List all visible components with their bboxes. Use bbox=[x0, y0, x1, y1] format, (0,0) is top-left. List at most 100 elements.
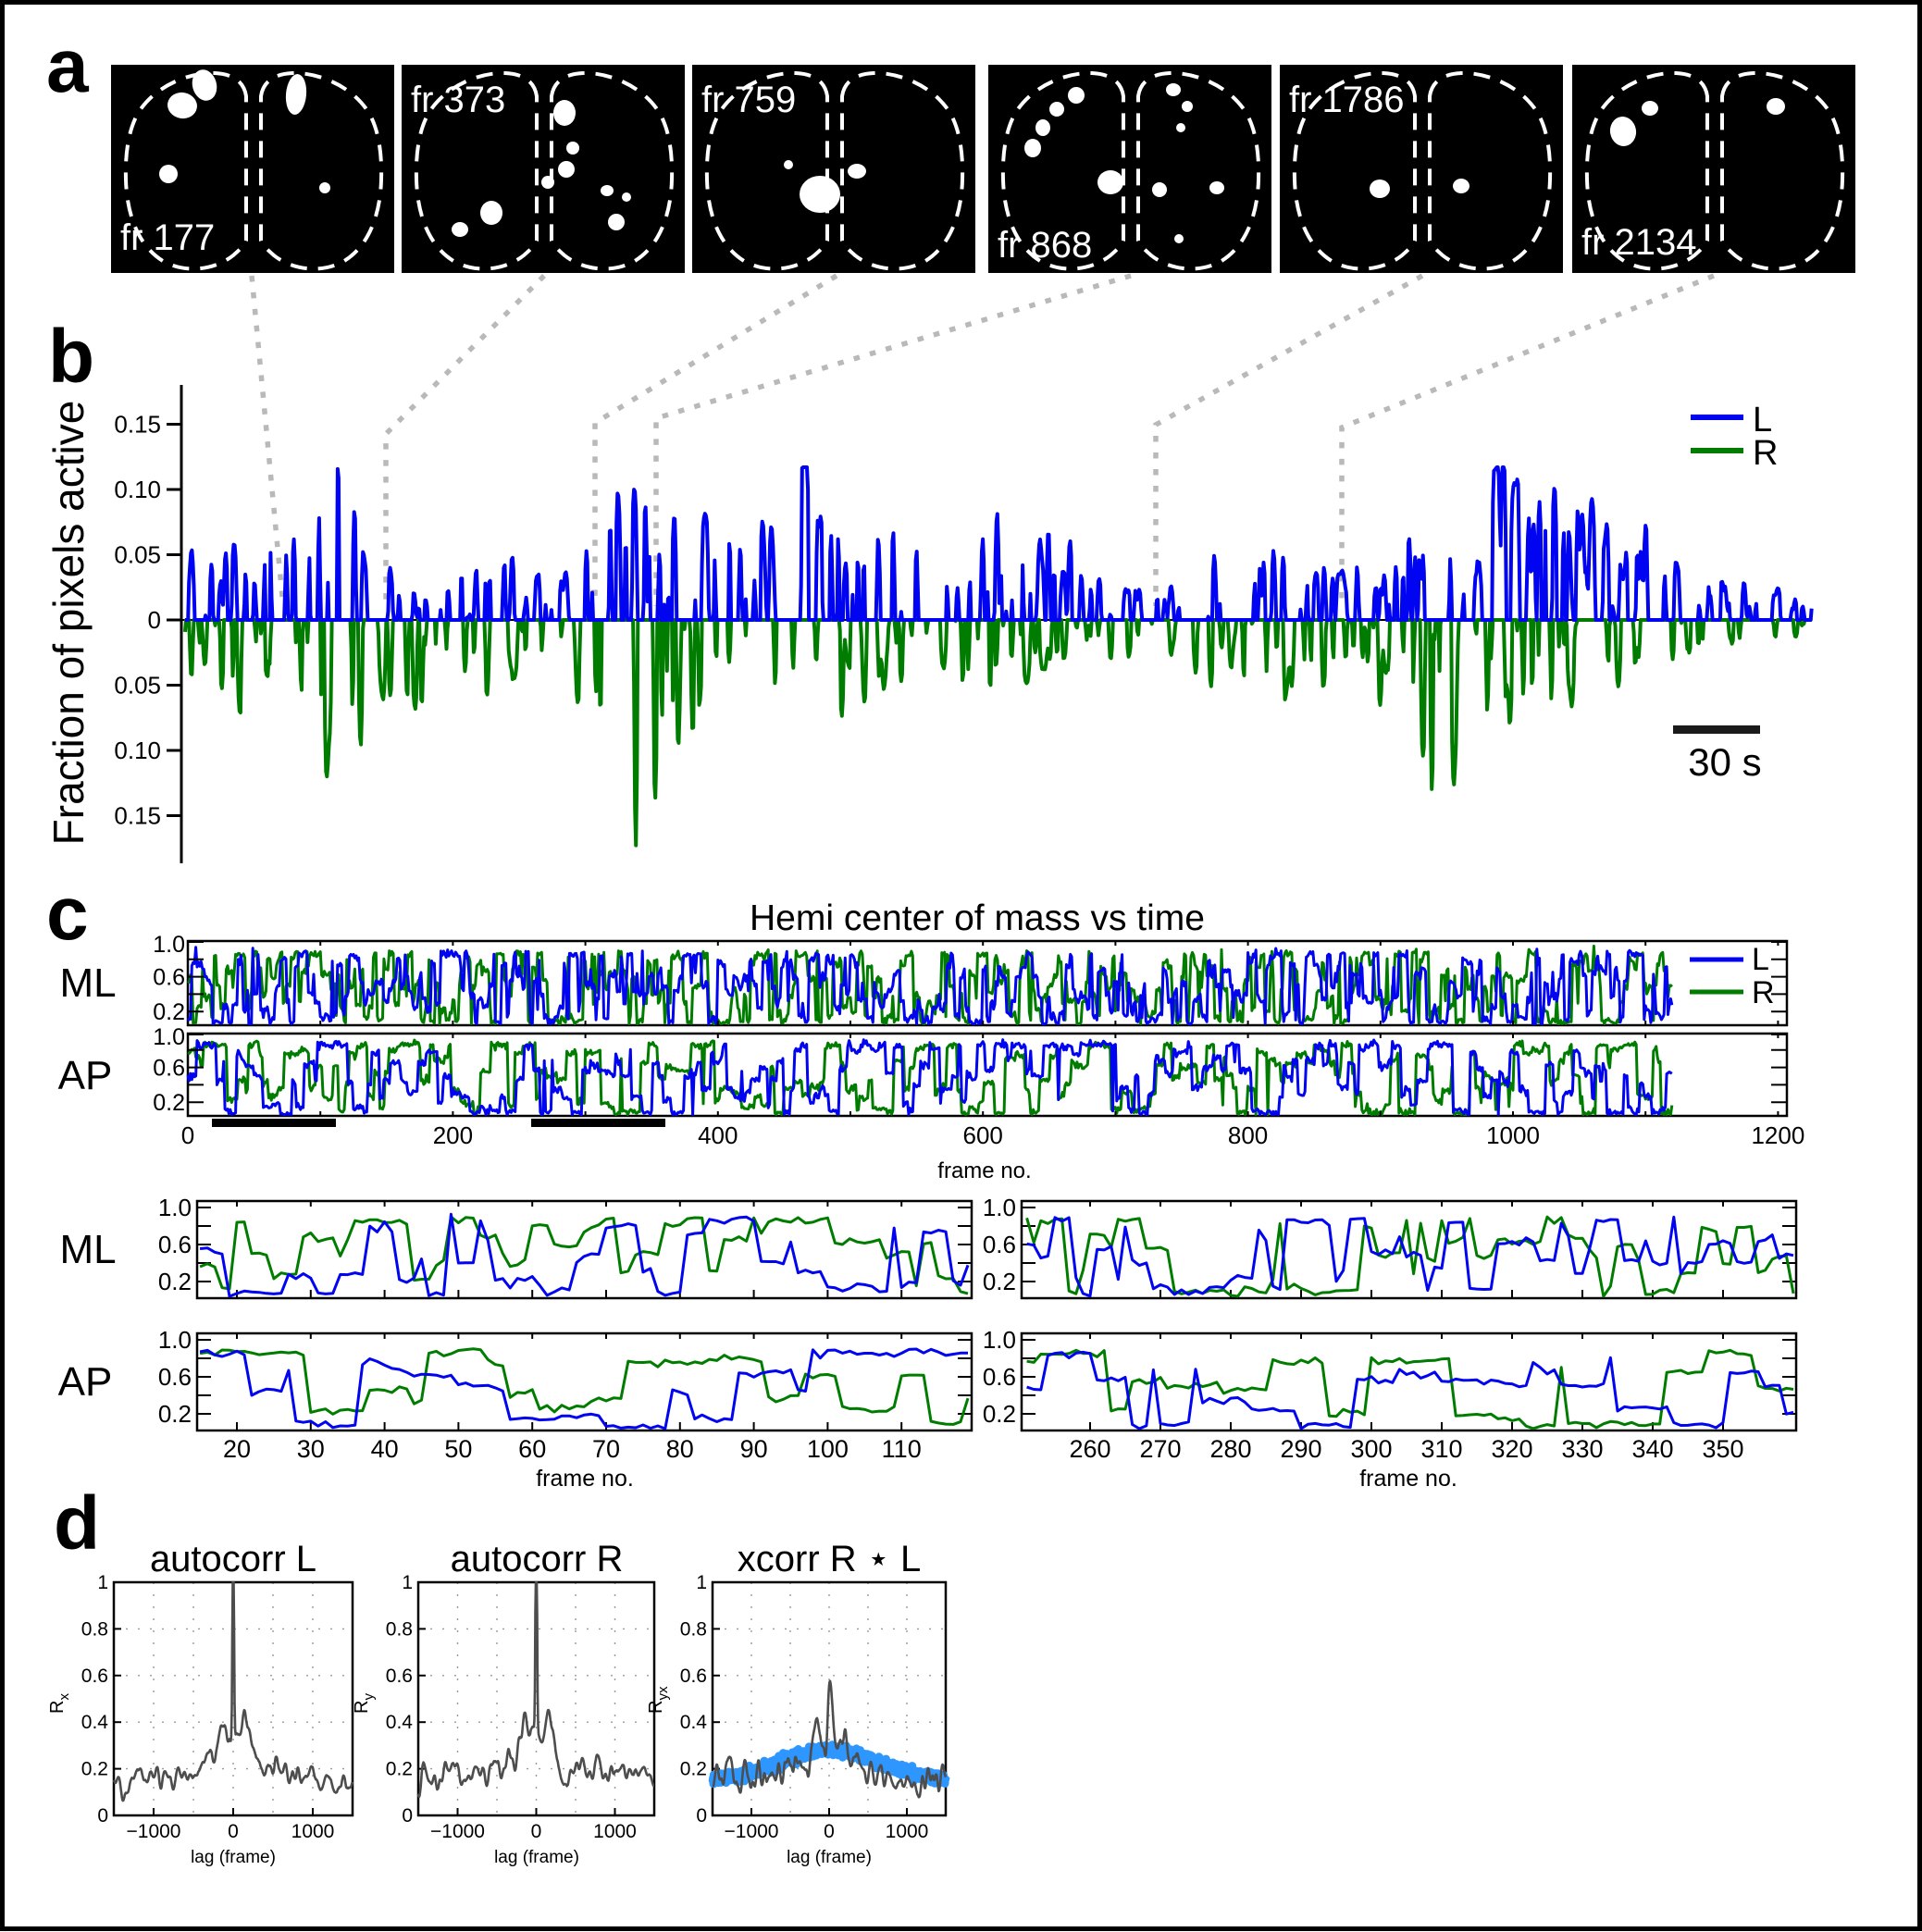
svg-text:autocorr L: autocorr L bbox=[150, 1539, 316, 1579]
svg-text:ML: ML bbox=[59, 960, 116, 1006]
svg-text:autocorr R: autocorr R bbox=[451, 1539, 624, 1579]
svg-text:lag (frame): lag (frame) bbox=[191, 1848, 276, 1867]
svg-text:1.0: 1.0 bbox=[158, 1194, 192, 1221]
svg-text:1: 1 bbox=[696, 1572, 707, 1593]
svg-text:−1000: −1000 bbox=[430, 1821, 485, 1842]
svg-text:0.6: 0.6 bbox=[153, 1056, 185, 1082]
svg-text:fr 868: fr 868 bbox=[998, 225, 1092, 266]
svg-text:300: 300 bbox=[1350, 1435, 1392, 1463]
svg-text:1: 1 bbox=[97, 1572, 108, 1593]
svg-text:0: 0 bbox=[181, 1121, 194, 1149]
svg-text:80: 80 bbox=[666, 1435, 694, 1463]
svg-text:L: L bbox=[1753, 401, 1772, 440]
svg-text:frame no.: frame no. bbox=[937, 1158, 1031, 1183]
svg-text:0: 0 bbox=[97, 1805, 108, 1827]
svg-text:0.4: 0.4 bbox=[81, 1712, 109, 1733]
svg-text:0.4: 0.4 bbox=[386, 1712, 414, 1733]
svg-text:260: 260 bbox=[1069, 1435, 1110, 1463]
svg-text:30: 30 bbox=[297, 1435, 325, 1463]
svg-text:0.8: 0.8 bbox=[680, 1618, 707, 1640]
svg-text:1.0: 1.0 bbox=[158, 1326, 192, 1354]
svg-text:0.15: 0.15 bbox=[114, 802, 161, 830]
svg-text:0: 0 bbox=[531, 1821, 542, 1842]
svg-text:330: 330 bbox=[1561, 1435, 1603, 1463]
svg-text:0.15: 0.15 bbox=[114, 411, 161, 439]
svg-text:c: c bbox=[46, 872, 89, 956]
svg-text:1000: 1000 bbox=[886, 1821, 929, 1842]
svg-text:0.6: 0.6 bbox=[680, 1666, 707, 1687]
svg-text:0.2: 0.2 bbox=[680, 1759, 707, 1780]
svg-text:Fraction of pixels active: Fraction of pixels active bbox=[44, 401, 93, 846]
svg-text:0.6: 0.6 bbox=[158, 1231, 192, 1258]
svg-text:340: 340 bbox=[1631, 1435, 1673, 1463]
svg-text:1000: 1000 bbox=[1486, 1121, 1540, 1149]
svg-text:0.6: 0.6 bbox=[81, 1666, 108, 1687]
svg-text:1.0: 1.0 bbox=[153, 1024, 185, 1050]
svg-text:AP: AP bbox=[58, 1053, 113, 1098]
svg-text:90: 90 bbox=[740, 1435, 768, 1463]
svg-text:fr 2134: fr 2134 bbox=[1581, 222, 1697, 263]
svg-text:fr 177: fr 177 bbox=[120, 217, 215, 258]
svg-text:0.2: 0.2 bbox=[158, 1268, 192, 1295]
svg-text:600: 600 bbox=[963, 1121, 1003, 1149]
svg-text:30 s: 30 s bbox=[1688, 740, 1761, 784]
svg-text:0.2: 0.2 bbox=[153, 999, 185, 1025]
svg-text:0: 0 bbox=[402, 1805, 413, 1827]
svg-text:100: 100 bbox=[807, 1435, 849, 1463]
svg-text:400: 400 bbox=[698, 1121, 738, 1149]
svg-text:0.6: 0.6 bbox=[153, 965, 185, 991]
svg-text:290: 290 bbox=[1280, 1435, 1321, 1463]
svg-text:−1000: −1000 bbox=[127, 1821, 181, 1842]
svg-text:0.2: 0.2 bbox=[983, 1400, 1016, 1428]
svg-text:0.2: 0.2 bbox=[983, 1268, 1016, 1295]
svg-text:0: 0 bbox=[148, 606, 161, 634]
svg-text:0.2: 0.2 bbox=[81, 1759, 108, 1780]
svg-text:0.8: 0.8 bbox=[81, 1618, 108, 1640]
svg-text:fr 1786: fr 1786 bbox=[1289, 80, 1405, 120]
svg-text:0.05: 0.05 bbox=[114, 541, 161, 569]
svg-text:800: 800 bbox=[1228, 1121, 1268, 1149]
svg-text:ML: ML bbox=[59, 1227, 116, 1272]
svg-text:R: R bbox=[1752, 975, 1775, 1010]
svg-text:0.10: 0.10 bbox=[114, 476, 161, 503]
svg-text:1.0: 1.0 bbox=[983, 1194, 1016, 1221]
svg-text:lag (frame): lag (frame) bbox=[787, 1848, 872, 1867]
svg-text:b: b bbox=[48, 315, 94, 399]
svg-text:fr 759: fr 759 bbox=[701, 80, 796, 120]
svg-text:60: 60 bbox=[518, 1435, 546, 1463]
svg-text:xcorr R ⋆ L: xcorr R ⋆ L bbox=[738, 1539, 921, 1579]
svg-text:0.6: 0.6 bbox=[158, 1363, 192, 1391]
svg-text:0: 0 bbox=[228, 1821, 239, 1842]
svg-text:−1000: −1000 bbox=[725, 1821, 779, 1842]
svg-text:a: a bbox=[46, 24, 90, 108]
svg-text:70: 70 bbox=[592, 1435, 620, 1463]
svg-text:40: 40 bbox=[371, 1435, 399, 1463]
svg-text:1200: 1200 bbox=[1751, 1121, 1804, 1149]
svg-text:200: 200 bbox=[433, 1121, 473, 1149]
svg-text:Hemi center of mass vs time: Hemi center of mass vs time bbox=[750, 898, 1205, 938]
svg-text:0.2: 0.2 bbox=[386, 1759, 413, 1780]
svg-text:AP: AP bbox=[58, 1359, 113, 1405]
svg-text:0.4: 0.4 bbox=[680, 1712, 708, 1733]
svg-text:1000: 1000 bbox=[593, 1821, 637, 1842]
svg-text:110: 110 bbox=[882, 1435, 922, 1463]
svg-text:280: 280 bbox=[1209, 1435, 1251, 1463]
svg-text:0.2: 0.2 bbox=[158, 1400, 192, 1428]
svg-text:310: 310 bbox=[1420, 1435, 1462, 1463]
svg-text:frame no.: frame no. bbox=[536, 1466, 634, 1492]
svg-text:350: 350 bbox=[1702, 1435, 1743, 1463]
svg-text:1000: 1000 bbox=[291, 1821, 335, 1842]
svg-text:20: 20 bbox=[223, 1435, 251, 1463]
svg-text:1: 1 bbox=[402, 1572, 413, 1593]
svg-text:0.10: 0.10 bbox=[114, 737, 161, 764]
svg-text:0.8: 0.8 bbox=[386, 1618, 413, 1640]
svg-text:0.6: 0.6 bbox=[386, 1666, 413, 1687]
svg-text:1.0: 1.0 bbox=[983, 1326, 1016, 1354]
svg-text:0.05: 0.05 bbox=[114, 672, 161, 700]
svg-text:0.6: 0.6 bbox=[983, 1363, 1016, 1391]
svg-text:320: 320 bbox=[1491, 1435, 1532, 1463]
svg-text:0.2: 0.2 bbox=[153, 1090, 185, 1116]
svg-text:lag (frame): lag (frame) bbox=[494, 1848, 579, 1867]
svg-text:270: 270 bbox=[1139, 1435, 1181, 1463]
svg-text:R: R bbox=[1753, 434, 1778, 473]
